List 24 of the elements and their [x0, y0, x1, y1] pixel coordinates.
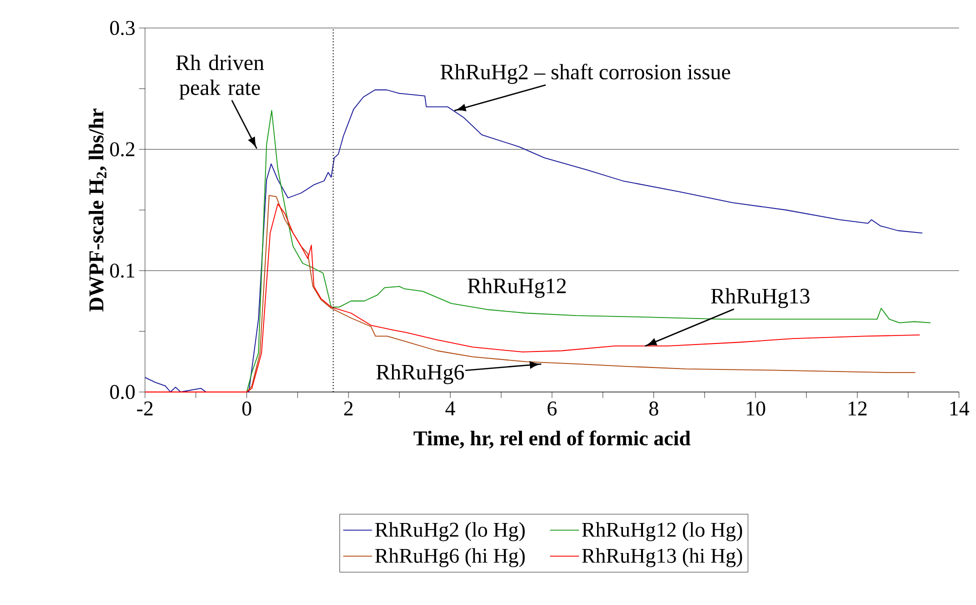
x-axis-title: Time, hr, rel end of formic acid — [414, 430, 690, 448]
text: DWPF-scale H$_{2}$, lbs/hr — [88, 108, 106, 312]
x-tick-label: 8 — [649, 402, 658, 416]
x-tick-label: 14 — [950, 402, 970, 416]
legend-label: RhRuHg2 (lo Hg) — [375, 522, 525, 542]
y-tick-label: 0.3 — [110, 20, 135, 36]
annotation: Rh driven peak rate — [176, 54, 264, 100]
x-tick-label: 6 — [548, 402, 557, 416]
annotation: RhRuHg2 – shaft corrosion issue — [440, 64, 730, 84]
x-tick-label: 4 — [445, 402, 456, 416]
x-tick-label: 12 — [848, 402, 867, 416]
annotation: RhRuHg13 — [711, 288, 810, 308]
legend-label: RhRuHg6 (hi Hg) — [375, 548, 525, 568]
x-tick-label: 10 — [746, 402, 766, 416]
x-tick-label: 0 — [242, 402, 252, 416]
legend-label: RhRuHg13 (hi Hg) — [582, 548, 742, 568]
y-tick-label: 0.2 — [110, 142, 134, 156]
legend-label: RhRuHg12 (lo Hg) — [582, 522, 742, 542]
y-tick-label: 0.1 — [110, 264, 134, 278]
x-tick-label: 2 — [344, 402, 353, 416]
x-tick-label: -2 — [137, 402, 153, 416]
y-tick-label: 0.0 — [110, 384, 135, 400]
annotation: RhRuHg6 — [376, 364, 464, 384]
annotation: RhRuHg12 — [468, 278, 566, 298]
